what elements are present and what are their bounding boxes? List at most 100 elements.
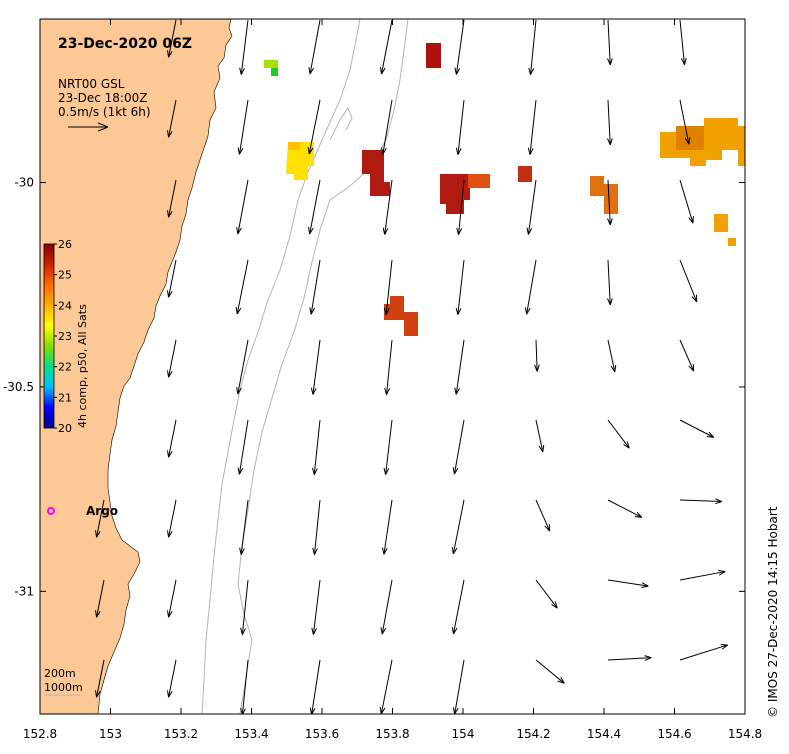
current-vector-arrow — [608, 656, 651, 661]
sst-patch — [468, 174, 490, 188]
current-vector-arrow — [381, 580, 392, 634]
current-vector-arrow — [536, 580, 557, 608]
current-vector-arrow — [313, 420, 320, 475]
isobath-1000m — [238, 19, 408, 714]
current-vector-arrow — [309, 180, 320, 234]
current-vector-arrow — [384, 420, 392, 475]
current-vector-arrow — [312, 580, 320, 635]
x-tick-label: 153.4 — [234, 727, 268, 741]
current-vector-arrow — [167, 580, 176, 617]
y-tick-label: -30.5 — [3, 380, 34, 394]
colorbar-tick-label: 22 — [58, 361, 72, 374]
x-tick-label: 153.6 — [305, 727, 339, 741]
depth-legend-200m: 200m — [44, 667, 76, 680]
current-vector-arrow — [608, 20, 613, 65]
x-tick-label: 154.4 — [587, 727, 621, 741]
current-vector-arrow — [680, 570, 725, 580]
current-vector-arrow — [313, 500, 320, 555]
current-vector-arrow — [382, 100, 392, 154]
current-vector-arrow — [536, 420, 544, 452]
x-tick-label: 154.8 — [728, 727, 762, 741]
current-vector-arrow — [453, 420, 464, 474]
current-vector-arrow — [528, 100, 536, 155]
colorbar-tick-label: 21 — [58, 391, 72, 404]
current-vector-arrow — [455, 340, 464, 394]
current-vector-arrow — [237, 180, 248, 234]
vector-legend-time: 23-Dec 18:00Z — [58, 91, 147, 105]
current-vector-arrow — [310, 660, 320, 714]
current-vector-arrow — [455, 20, 464, 74]
current-vector-arrow — [167, 340, 176, 377]
current-vector-arrow — [167, 420, 176, 457]
sst-patch — [264, 60, 278, 68]
x-tick-label: 154.2 — [516, 727, 550, 741]
x-tick-label: 153.8 — [375, 727, 409, 741]
sst-patch — [384, 296, 418, 336]
current-vector-arrow — [309, 20, 320, 74]
colorbar-tick-label: 20 — [58, 422, 72, 435]
current-vector-arrow — [608, 580, 648, 587]
current-vector-arrow — [452, 580, 464, 634]
current-vector-arrow — [680, 499, 722, 504]
sst-patch — [590, 176, 618, 214]
current-vector-arrow — [456, 100, 464, 155]
x-tick-label: 152.8 — [23, 727, 57, 741]
colorbar-tick-label: 25 — [58, 269, 72, 282]
sst-patch — [426, 43, 441, 68]
current-vector-arrow — [536, 500, 550, 531]
x-tick-label: 153.2 — [164, 727, 198, 741]
map-title: 23-Dec-2020 06Z — [58, 36, 192, 52]
current-vector-arrow — [535, 340, 540, 371]
current-vector-arrow — [385, 340, 392, 395]
current-vector-arrow — [525, 260, 536, 314]
argo-label: Argo — [86, 504, 118, 518]
current-vector-arrow — [680, 420, 714, 437]
depth-legend-1000m: 1000m — [44, 681, 83, 694]
current-vector-arrow — [608, 340, 616, 372]
current-vector-arrow — [383, 500, 392, 554]
current-vector-arrow — [680, 260, 697, 302]
colorbar-tick-label: 24 — [58, 299, 72, 312]
current-vector-arrow — [453, 660, 464, 714]
current-vector-arrow — [238, 100, 248, 154]
colorbar-gradient — [44, 244, 54, 428]
current-vector-arrow — [680, 645, 728, 660]
x-tick-label: 153 — [99, 727, 122, 741]
sst-patch — [728, 238, 736, 246]
vector-legend-scale: 0.5m/s (1kt 6h) — [58, 105, 151, 119]
current-vector-arrow — [238, 420, 248, 474]
current-vector-arrow — [456, 260, 464, 315]
current-vector-arrow — [380, 20, 392, 74]
current-vector-arrow — [452, 500, 464, 554]
current-vector-arrow — [608, 260, 613, 305]
current-vector-arrow — [608, 100, 613, 145]
current-vector-arrow — [680, 180, 693, 223]
current-vector-arrow — [527, 180, 536, 234]
credit-text: © IMOS 27-Dec-2020 14:15 Hobart — [766, 506, 780, 718]
colorbar-label: 4h comp, p50, All Sats — [76, 304, 89, 428]
sst-patch — [714, 214, 728, 232]
current-vector-arrow — [240, 500, 248, 555]
current-vector-arrow — [236, 260, 248, 314]
sst-patch — [271, 68, 278, 76]
sst-patch — [362, 150, 390, 196]
sst-patch — [518, 166, 532, 182]
colorbar-tick-label: 26 — [58, 238, 72, 251]
current-vector-arrow — [311, 340, 320, 395]
y-tick-label: -30 — [14, 176, 34, 190]
x-tick-label: 154 — [452, 727, 475, 741]
colorbar-tick-label: 23 — [58, 330, 72, 343]
current-vector-arrow — [608, 500, 642, 517]
current-vector-arrow — [608, 420, 629, 448]
current-vector-arrow — [380, 660, 392, 714]
current-vector-arrow — [167, 500, 176, 537]
current-vector-arrow — [240, 20, 248, 75]
x-tick-label: 154.6 — [657, 727, 691, 741]
vector-legend-source: NRT00 GSL — [58, 77, 125, 91]
sst-patch — [288, 142, 300, 150]
current-vector-arrow — [167, 660, 176, 697]
y-tick-label: -31 — [14, 584, 34, 598]
current-vector-arrow — [680, 20, 686, 65]
current-vector-arrow — [310, 260, 320, 314]
